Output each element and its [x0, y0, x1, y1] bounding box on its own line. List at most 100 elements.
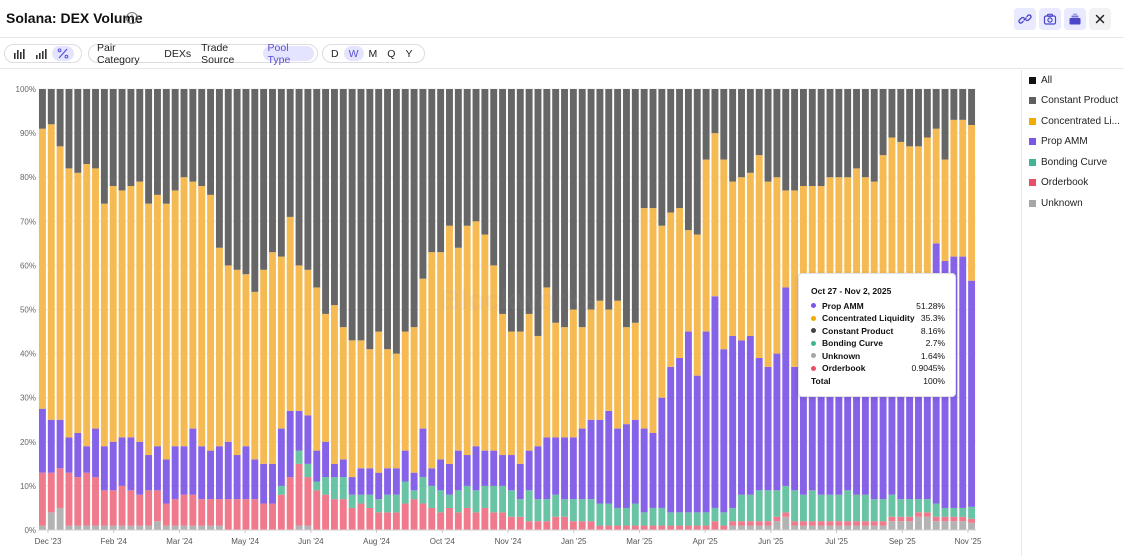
- add-to-dashboard-button[interactable]: [1064, 8, 1086, 30]
- bar-segment-orderbook: [481, 507, 489, 530]
- bar-segment-bonding-curve: [552, 494, 560, 517]
- bar-segment-unknown: [835, 525, 843, 530]
- bar-segment-constant-product: [950, 89, 958, 120]
- bar-segment-constant-product: [702, 89, 710, 160]
- period-day-button[interactable]: D: [331, 47, 339, 60]
- bar-segment-concentrated-liquidity: [446, 225, 453, 464]
- bar-chart-mode-button[interactable]: [8, 46, 30, 61]
- bar-segment-constant-product: [215, 89, 223, 248]
- bar-segment-prop-amm: [454, 450, 462, 491]
- bar-segment-orderbook: [861, 521, 869, 526]
- bar-segment-prop-amm: [649, 432, 657, 508]
- bar-segment-concentrated-liquidity: [667, 212, 675, 367]
- bar-segment-orderbook: [47, 472, 55, 513]
- bar-segment-prop-amm: [658, 397, 666, 508]
- bar-segment-prop-amm: [676, 358, 684, 513]
- bar-segment-constant-product: [437, 89, 445, 253]
- bar-segment-constant-product: [251, 89, 259, 292]
- bar-segment-constant-product: [844, 89, 852, 178]
- stacked-bar-chart[interactable]: 0% 10% 20% 30% 40% 50% 60% 70% 80% 90% 100% Dec '23…: [0, 70, 1020, 556]
- bar-segment-unknown: [782, 516, 790, 530]
- percent-mode-button[interactable]: [52, 46, 74, 61]
- close-button[interactable]: [1089, 8, 1111, 30]
- period-quarter-button[interactable]: Q: [387, 47, 396, 60]
- bar-segment-orderbook: [853, 521, 860, 526]
- tab-trade-source[interactable]: Trade Source: [201, 41, 235, 66]
- bar-segment-orderbook: [56, 468, 64, 508]
- legend-item-constant-product[interactable]: Constant Product: [1029, 94, 1118, 108]
- legend-item-concentrated-liquidity[interactable]: Concentrated Li...: [1029, 114, 1120, 128]
- tab-pool-type[interactable]: Pool Type: [262, 42, 314, 66]
- bar-segment-concentrated-liquidity: [38, 128, 46, 409]
- legend-item-unknown[interactable]: Unknown: [1029, 196, 1083, 210]
- bar-segment-prop-amm: [525, 450, 533, 491]
- legend-item-orderbook[interactable]: Orderbook: [1029, 176, 1088, 190]
- bonding-curve-dot: [811, 340, 816, 346]
- legend-label: Unknown: [1041, 197, 1083, 209]
- bar-segment-bonding-curve: [499, 485, 507, 513]
- x-tick-label: Nov '24: [495, 537, 522, 546]
- bar-segment-constant-product: [773, 89, 781, 178]
- bar-segment-concentrated-liquidity: [490, 265, 498, 451]
- bar-segment-prop-amm: [242, 446, 250, 500]
- bar-segment-bonding-curve: [614, 507, 622, 526]
- info-icon[interactable]: i: [126, 12, 138, 24]
- bar-segment-orderbook: [304, 477, 312, 526]
- bar-segment-prop-amm: [92, 428, 99, 478]
- bar-segment-bonding-curve: [773, 490, 781, 517]
- bar-segment-orderbook: [941, 516, 949, 522]
- bar-segment-constant-product: [729, 89, 737, 182]
- bar-segment-concentrated-liquidity: [198, 186, 206, 447]
- tab-dexs[interactable]: DEXs: [164, 47, 192, 60]
- bar-segment-orderbook: [428, 507, 436, 530]
- bar-segment-prop-amm: [260, 463, 268, 504]
- bar-segment-concentrated-liquidity: [233, 269, 241, 456]
- bar-segment-constant-product: [454, 89, 462, 248]
- legend-item-bonding-curve[interactable]: Bonding Curve: [1029, 155, 1107, 169]
- legend-item-all[interactable]: All: [1029, 73, 1052, 87]
- bar-segment-unknown: [136, 525, 144, 530]
- legend-item-prop-amm[interactable]: Prop AMM: [1029, 135, 1088, 149]
- bar-segment-unknown: [74, 525, 82, 530]
- bar-segment-constant-product: [463, 89, 471, 226]
- copy-link-button[interactable]: [1014, 8, 1036, 30]
- tab-pair-category[interactable]: Pair Category: [97, 41, 140, 66]
- bar-segment-unknown: [162, 525, 170, 530]
- bar-segment-concentrated-liquidity: [569, 309, 577, 438]
- link-icon: [1018, 14, 1032, 24]
- bar-segment-bonding-curve: [463, 485, 471, 508]
- bar-segment-concentrated-liquidity: [897, 141, 905, 363]
- bar-segment-concentrated-liquidity: [410, 327, 418, 473]
- bar-segment-prop-amm: [596, 419, 604, 504]
- bar-segment-orderbook: [729, 521, 737, 526]
- period-year-button[interactable]: Y: [405, 47, 413, 60]
- legend-label: Constant Product: [1041, 95, 1119, 106]
- bar-segment-prop-amm: [313, 450, 321, 482]
- y-tick-label: 60%: [20, 261, 36, 270]
- bar-segment-constant-product: [906, 89, 914, 147]
- bar-segment-bonding-curve: [561, 499, 568, 517]
- bar-segment-prop-amm: [543, 437, 551, 500]
- bar-segment-concentrated-liquidity: [419, 278, 427, 429]
- bar-segment-prop-amm: [844, 393, 852, 491]
- bar-segment-bonding-curve: [534, 499, 542, 522]
- screenshot-button[interactable]: [1039, 8, 1061, 30]
- bar-segment-concentrated-liquidity: [463, 225, 471, 456]
- bar-segment-prop-amm: [481, 450, 489, 486]
- period-month-button[interactable]: M: [368, 47, 378, 60]
- chart-header: Solana: DEX Volume i: [0, 0, 1124, 38]
- bar-segment-prop-amm: [631, 419, 639, 504]
- bar-segment-prop-amm: [100, 446, 108, 491]
- bar-segment-concentrated-liquidity: [525, 313, 533, 451]
- bar-segment-unknown: [729, 525, 737, 530]
- bar-segment-orderbook: [180, 494, 188, 526]
- period-week-button[interactable]: W: [343, 46, 364, 61]
- bar-segment-constant-product: [65, 89, 73, 169]
- stacked-bar-mode-button[interactable]: [30, 46, 52, 61]
- bar-segment-concentrated-liquidity: [260, 269, 268, 464]
- bar-segment-bonding-curve: [507, 490, 515, 517]
- bar-segment-constant-product: [808, 89, 816, 187]
- bar-segment-prop-amm: [74, 432, 82, 478]
- bar-segment-orderbook: [295, 463, 303, 526]
- bar-segment-prop-amm: [853, 358, 860, 495]
